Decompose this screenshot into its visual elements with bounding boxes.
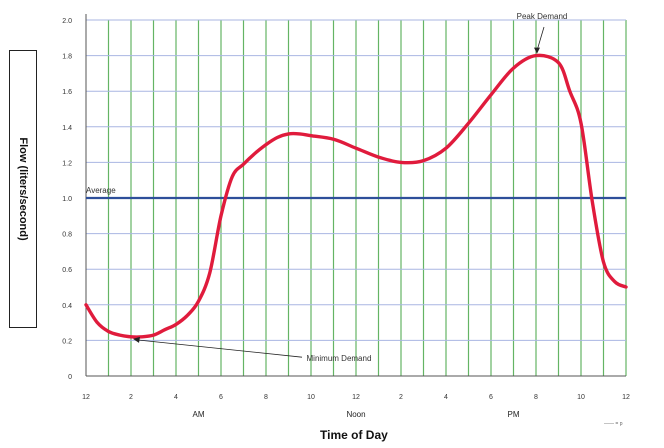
x-tick-label: 4 bbox=[174, 394, 178, 401]
x-tick-label: 4 bbox=[444, 394, 448, 401]
x-tick-label: 6 bbox=[489, 394, 493, 401]
y-tick-label: 1.0 bbox=[62, 196, 72, 203]
x-axis-label: Time of Day bbox=[320, 428, 388, 442]
reference-lines: Average bbox=[86, 186, 626, 200]
peak-arrow-head bbox=[534, 47, 540, 54]
y-tick-label: 1.8 bbox=[62, 54, 72, 61]
period-labels: AM Noon PM bbox=[193, 410, 520, 419]
x-tick-label: 12 bbox=[622, 394, 630, 401]
y-axis-label-box: Flow (liters/second) bbox=[9, 50, 37, 328]
x-tick-label: 2 bbox=[129, 394, 133, 401]
legend-fragment: —— = p bbox=[604, 421, 623, 427]
y-tick-label: 1.4 bbox=[62, 125, 72, 132]
x-tick-label: 8 bbox=[264, 394, 268, 401]
period-label: PM bbox=[508, 410, 520, 419]
y-tick-label: 2.0 bbox=[62, 18, 72, 25]
peak-arrow-line bbox=[536, 26, 545, 51]
x-tick-label: 10 bbox=[307, 394, 315, 401]
axes bbox=[85, 14, 626, 377]
x-tick-label: 10 bbox=[577, 394, 585, 401]
x-tick-label: 12 bbox=[352, 394, 360, 401]
y-tick-labels: 0 0.2 0.4 0.6 0.8 1.0 1.2 1.4 1.6 1.8 2.0 bbox=[62, 18, 72, 381]
x-tick-label: 2 bbox=[399, 394, 403, 401]
min-arrow-line bbox=[136, 339, 303, 358]
average-label: Average bbox=[86, 186, 116, 195]
period-label: Noon bbox=[346, 410, 365, 419]
y-tick-label: 1.2 bbox=[62, 160, 72, 167]
peak-demand-label: Peak Demand bbox=[517, 12, 568, 21]
annotations: Peak Demand Minimum Demand bbox=[133, 12, 567, 363]
y-tick-label: 0.8 bbox=[62, 232, 72, 239]
x-tick-labels: 12 2 4 6 8 10 12 2 4 6 8 10 12 bbox=[82, 394, 630, 401]
y-axis-label: Flow (liters/second) bbox=[17, 137, 29, 241]
data-series bbox=[84, 53, 628, 339]
y-tick-label: 0.4 bbox=[62, 303, 72, 310]
min-arrow-head bbox=[133, 336, 140, 343]
minimum-demand-label: Minimum Demand bbox=[307, 354, 372, 363]
x-tick-label: 12 bbox=[82, 394, 90, 401]
legend-fragment-text: —— = p bbox=[604, 421, 623, 427]
x-tick-label: 8 bbox=[534, 394, 538, 401]
y-tick-label: 0.2 bbox=[62, 338, 72, 345]
period-label: AM bbox=[193, 410, 205, 419]
y-tick-label: 1.6 bbox=[62, 89, 72, 96]
flow-line bbox=[84, 53, 628, 339]
y-tick-label: 0 bbox=[68, 374, 72, 381]
y-tick-label: 0.6 bbox=[62, 267, 72, 274]
x-tick-label: 6 bbox=[219, 394, 223, 401]
